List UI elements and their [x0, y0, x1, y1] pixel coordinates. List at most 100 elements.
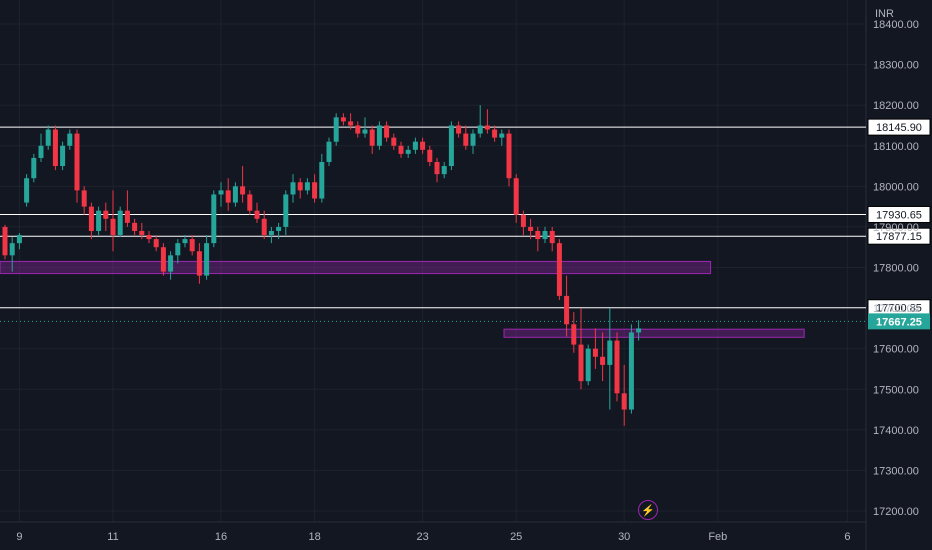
candle-body: [477, 125, 483, 134]
candle-body: [297, 182, 303, 191]
candle-body: [326, 141, 332, 162]
candle-body: [268, 230, 274, 236]
candle-body: [628, 332, 634, 410]
x-tick-label: 23: [416, 531, 428, 543]
candle-body: [290, 182, 296, 195]
candle-body: [9, 243, 15, 256]
candle-body: [398, 145, 404, 154]
candle-body: [16, 235, 22, 244]
level-label: 17700.85: [876, 303, 922, 315]
candle-body: [556, 243, 562, 296]
candle-body: [564, 295, 570, 325]
candle-body: [348, 121, 354, 126]
candle-body: [110, 218, 116, 236]
last-price-label: 17667.25: [876, 316, 922, 328]
candle-body: [139, 230, 145, 236]
y-tick-label: 17800.00: [873, 263, 919, 275]
lightning-icon[interactable]: ⚡: [638, 500, 658, 520]
candle-body: [614, 340, 620, 394]
y-tick-label: 18100.00: [873, 141, 919, 153]
x-tick-label: 9: [16, 531, 22, 543]
candle-body: [160, 247, 166, 272]
candle-body: [412, 141, 418, 150]
candle-body: [571, 324, 577, 345]
candle-body: [549, 230, 555, 244]
candle-body: [45, 129, 51, 146]
candle-body: [240, 186, 246, 195]
candle-body: [146, 235, 152, 240]
candle-body: [117, 210, 123, 236]
candle-body: [52, 129, 58, 167]
level-label: 17930.65: [876, 209, 922, 221]
candle-body: [211, 194, 217, 244]
candle-body: [448, 125, 454, 167]
level-label: 18145.90: [876, 122, 922, 134]
level-label-box: [867, 205, 931, 223]
candle-body: [585, 348, 591, 382]
x-tick-label: Feb: [708, 531, 727, 543]
y-tick-label: 17900.00: [873, 222, 919, 234]
candle-body: [319, 161, 325, 199]
candle-body: [225, 190, 231, 203]
candle-body: [232, 186, 238, 203]
candle-body: [2, 226, 8, 256]
candle-body: [463, 133, 469, 146]
candle-body: [420, 141, 426, 150]
candle-body: [168, 255, 174, 272]
candle-body: [261, 218, 267, 236]
candle-body: [204, 243, 210, 276]
candle-body: [470, 133, 476, 146]
candle-body: [182, 239, 188, 244]
candle-body: [369, 129, 375, 146]
x-tick-label: 11: [107, 531, 118, 543]
y-tick-label: 17700.00: [873, 303, 919, 315]
candle-body: [283, 194, 289, 227]
candle-body: [636, 328, 642, 333]
y-tick-label: 18200.00: [873, 100, 919, 112]
currency-label: INR: [875, 8, 894, 20]
candle-body: [427, 149, 433, 162]
candle-body: [38, 145, 44, 158]
y-tick-label: 17200.00: [873, 506, 919, 518]
candle-body: [535, 230, 541, 240]
candle-body: [542, 230, 548, 240]
candle-body: [391, 137, 397, 146]
x-tick-label: 16: [215, 531, 227, 543]
y-tick-label: 18000.00: [873, 181, 919, 193]
x-tick-label: 6: [844, 531, 850, 543]
candle-body: [355, 125, 361, 134]
candle-body: [492, 129, 498, 138]
candle-body: [499, 133, 505, 138]
candle-body: [88, 206, 94, 231]
candle-body: [276, 226, 282, 231]
candle-body: [175, 243, 181, 256]
grid-lines: [0, 0, 867, 550]
candle-body: [60, 145, 66, 167]
candle-body: [405, 149, 411, 154]
x-tick-label: 18: [308, 531, 320, 543]
candle-body: [578, 344, 584, 382]
x-tick-label: 30: [618, 531, 630, 543]
price-axis[interactable]: 17200.00 17300.00 17400.00 17500.00 17600.00…: [873, 19, 919, 518]
candle-body: [362, 129, 368, 134]
candle-body: [513, 178, 519, 215]
candle-body: [434, 161, 440, 175]
time-axis[interactable]: 9 11 16 18 23 25 30 Feb 6: [16, 531, 850, 543]
candle-body: [592, 348, 598, 357]
support-resistance-zones: [0, 260, 805, 338]
price-zone: [0, 260, 712, 275]
y-tick-label: 17600.00: [873, 344, 919, 356]
y-tick-label: 18300.00: [873, 60, 919, 72]
level-label-box: [867, 227, 931, 245]
candle-body: [189, 239, 195, 252]
y-tick-label: 17400.00: [873, 425, 919, 437]
last-price-box: [868, 313, 930, 330]
candle-body: [67, 133, 73, 146]
candle-body: [456, 125, 462, 134]
candle-body: [96, 210, 102, 231]
candle-body: [506, 133, 512, 179]
candle-body: [247, 194, 253, 211]
candle-body: [484, 125, 490, 130]
